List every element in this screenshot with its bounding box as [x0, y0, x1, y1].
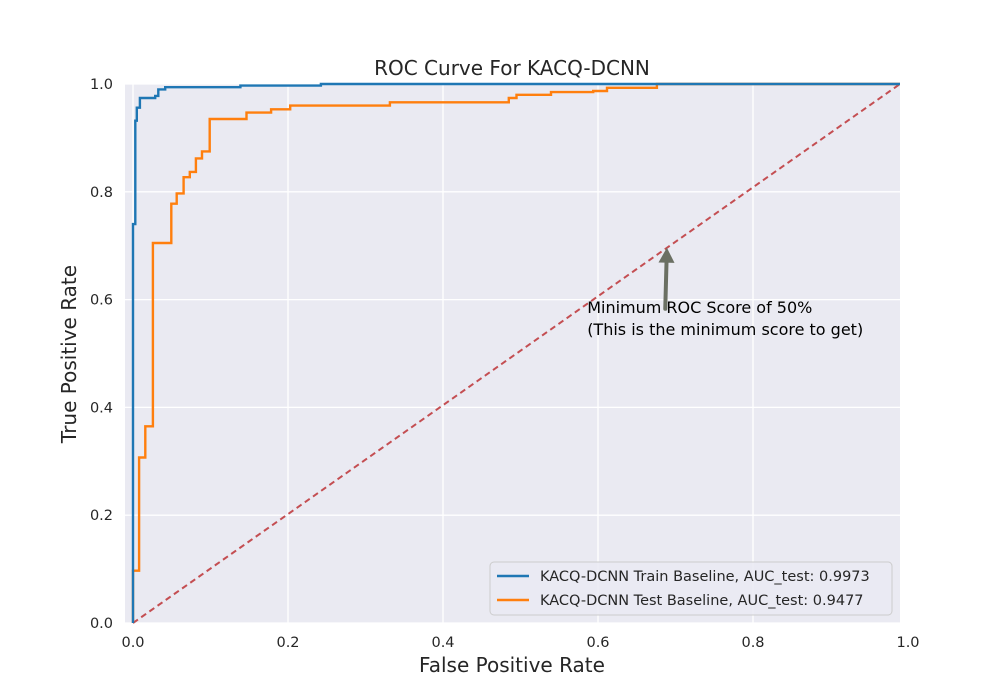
x-tick-label: 0.4: [431, 635, 454, 651]
legend-label-train: KACQ-DCNN Train Baseline, AUC_test: 0.99…: [540, 569, 870, 585]
y-tick-label: 0.6: [90, 293, 113, 309]
annotation-text-line-1: Minimum ROC Score of 50%: [587, 298, 812, 317]
y-axis-title: True Positive Rate: [57, 265, 81, 444]
x-tick-label: 0.0: [121, 635, 144, 651]
x-tick-label: 0.8: [741, 635, 764, 651]
y-tick-label: 0.2: [90, 508, 113, 524]
annotation-arrow: [663, 258, 669, 311]
grid-lines: [125, 83, 909, 624]
x-tick-label: 0.6: [586, 635, 609, 651]
test-roc-line: [131, 82, 900, 623]
chance-diagonal-line: [132, 83, 901, 624]
annotation: Minimum ROC Score of 50% (This is the mi…: [587, 247, 863, 339]
y-tick-label: 0.0: [90, 616, 113, 632]
x-axis-title: False Positive Rate: [419, 653, 605, 677]
legend: KACQ-DCNN Train Baseline, AUC_test: 0.99…: [489, 561, 893, 616]
train-roc-line: [131, 82, 900, 623]
x-tick-labels: 0.0 0.2 0.4 0.6 0.8 1.0: [121, 635, 919, 651]
chart-title: ROC Curve For KACQ-DCNN: [374, 56, 650, 80]
y-tick-label: 0.4: [90, 400, 113, 416]
y-tick-labels: 0.0 0.2 0.4 0.6 0.8 1.0: [90, 77, 113, 632]
legend-label-test: KACQ-DCNN Test Baseline, AUC_test: 0.947…: [540, 593, 864, 609]
annotation-text-line-2: (This is the minimum score to get): [587, 320, 863, 339]
y-tick-label: 0.8: [90, 185, 113, 201]
y-tick-label: 1.0: [90, 77, 113, 93]
x-tick-label: 0.2: [276, 635, 299, 651]
x-tick-label: 1.0: [896, 635, 919, 651]
legend-box: [489, 561, 893, 616]
series-layer: [131, 82, 901, 624]
annotation-arrow-head: [658, 247, 675, 263]
